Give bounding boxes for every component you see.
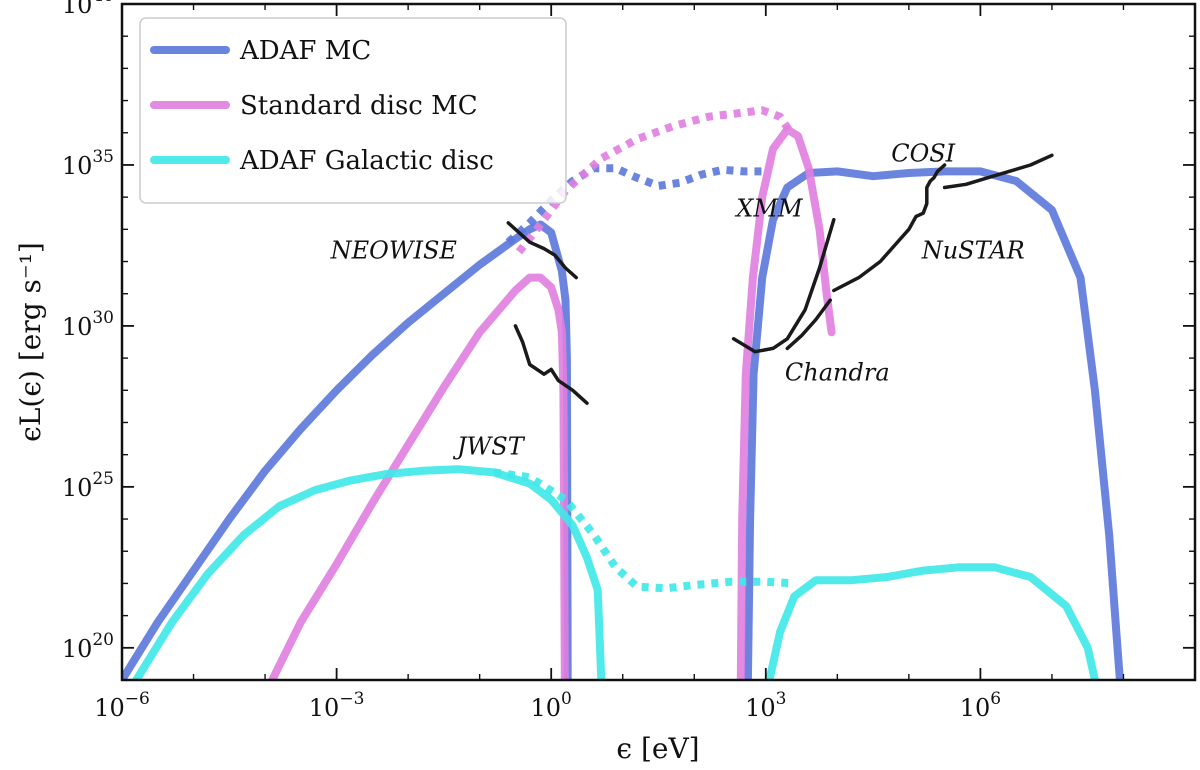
y-tick-label: 1025 <box>62 469 114 502</box>
x-tick-label: 103 <box>745 689 786 722</box>
legend-box <box>139 17 567 204</box>
instrument-curve-cosi <box>942 153 1054 190</box>
series-line-standard-disc-mc-solid <box>268 273 569 680</box>
legend-label: ADAF MC <box>239 36 371 66</box>
x-tick-label: 100 <box>531 689 572 722</box>
instrument-label-neowise: NEOWISE <box>330 236 458 264</box>
instrument-curve-xmm <box>731 217 836 354</box>
x-tick-label: 106 <box>960 689 1001 722</box>
instrument-curve-chandra <box>785 298 832 351</box>
series-line-adaf-galactic-disc-dotted <box>493 468 795 593</box>
instrument-curve-nustar <box>832 163 947 293</box>
series-line-adaf-mc-solid <box>122 220 572 680</box>
legend: ADAF MC Standard disc MC ADAF Galactic dis… <box>139 17 567 204</box>
series-line-standard-disc-mc-solid2 <box>736 125 836 680</box>
plot-frame <box>120 2 1197 682</box>
instrument-curve-jwst <box>513 324 589 405</box>
y-tick-label: 1035 <box>62 147 114 180</box>
series-line-adaf-galactic-disc-solid2 <box>765 563 1099 680</box>
instrument-layer: NEOWISE JWST XMM Chandra NuSTAR COSI <box>330 140 1054 461</box>
series-line-adaf-galactic-disc-solid <box>132 465 606 680</box>
y-axis-title: ϵL(ϵ) [erg s⁻¹] <box>14 242 47 442</box>
instrument-label-cosi: COSI <box>891 140 955 168</box>
y-tick-label: 1020 <box>62 630 114 663</box>
x-axis-title: ϵ [eV] <box>616 732 699 765</box>
instrument-label-chandra: Chandra <box>785 359 890 387</box>
x-tick-label: 10−3 <box>309 689 365 722</box>
legend-label: ADAF Galactic disc <box>239 146 494 176</box>
axes-layer: 10−6 10−3 100 103 106 1020 1025 1030 1035 1040 <box>62 0 1197 722</box>
x-tick-label: 10−6 <box>94 689 150 722</box>
instrument-label-jwst: JWST <box>452 433 526 461</box>
legend-label: Standard disc MC <box>240 91 478 121</box>
instrument-label-nustar: NuSTAR <box>921 236 1025 264</box>
instrument-label-xmm: XMM <box>734 195 804 223</box>
instrument-curve-neowise <box>506 221 578 280</box>
y-tick-label: 1030 <box>62 308 114 341</box>
series-line-adaf-mc-solid2 <box>743 167 1124 680</box>
y-tick-label: 1040 <box>62 0 114 19</box>
